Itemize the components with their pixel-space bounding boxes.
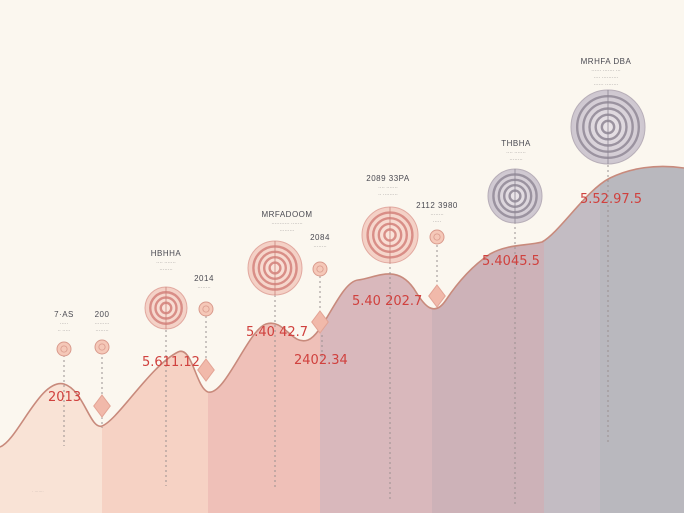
marker-circle — [56, 341, 72, 357]
header-label: HBHHA — [151, 249, 182, 258]
marker-circle — [312, 261, 328, 277]
data-label: 5.611.12 — [142, 355, 200, 370]
header-subtext: ········ — [159, 267, 173, 273]
header-subtext: ········ — [430, 212, 444, 218]
header-subtext: ········· — [280, 228, 295, 234]
curve-layer — [0, 165, 684, 448]
target-marker — [247, 240, 303, 296]
header-subtext: ···· ······· — [156, 260, 176, 266]
header-subtext: ····· — [60, 321, 69, 327]
target-marker — [361, 206, 419, 264]
footer-mark: · ······· — [32, 489, 44, 494]
header-subtext: ······ ········ — [594, 82, 619, 88]
data-label: 5.40 42.7 — [246, 325, 308, 340]
header-subtext: ········ — [313, 244, 327, 250]
data-label: 2013 — [48, 390, 81, 405]
header-label: 2014 — [194, 274, 214, 283]
data-label: 5.40 202.7 — [352, 294, 422, 309]
header-subtext: ········· — [95, 321, 110, 327]
header-subtext: ·· ········· — [378, 192, 398, 198]
header-label: 2112 3980 — [416, 201, 458, 210]
marker-circle — [94, 339, 110, 355]
header-subtext: ·· ····· — [57, 328, 70, 334]
area-band — [600, 166, 684, 513]
header-subtext: ········ — [197, 285, 211, 291]
header-subtext: ··········· ······· — [271, 221, 303, 227]
marker-circle — [198, 301, 214, 317]
target-marker — [487, 168, 543, 224]
marker-diamond — [93, 394, 111, 418]
data-label: 2402.34 — [294, 353, 348, 368]
marker-circle — [429, 229, 445, 245]
data-label: 5.52.97.5 — [580, 192, 642, 207]
header-subtext: ········ — [95, 328, 109, 334]
target-marker — [144, 286, 188, 330]
labels: 2013 5.611.12 5.40 42.7 2402.34 5.40 202.7 5.… — [48, 57, 642, 405]
header-label: 2089 33PA — [366, 174, 410, 183]
marker-diamond — [197, 358, 215, 382]
header-label: THBHA — [501, 139, 531, 148]
marker-diamond — [311, 310, 329, 334]
header-label: 7·AS — [54, 310, 74, 319]
target-marker — [570, 89, 646, 165]
series-line — [0, 165, 684, 448]
header-label: 200 — [95, 310, 110, 319]
marker-diamond — [428, 284, 446, 308]
data-label: 5.4045.5 — [482, 254, 540, 269]
header-subtext: ········ — [509, 157, 523, 163]
header-subtext: ···· ······· — [378, 185, 398, 191]
header-subtext: ····· — [433, 219, 442, 225]
header-label: MRHFA DBA — [581, 57, 632, 66]
header-label: MRFADOOM — [261, 210, 312, 219]
header-subtext: ···· ······· — [506, 150, 526, 156]
header-subtext: ······ ······· ··· — [591, 68, 621, 74]
header-subtext: ···· ·········· — [594, 75, 619, 81]
header-label: 2084 — [310, 233, 330, 242]
markers — [56, 89, 646, 418]
